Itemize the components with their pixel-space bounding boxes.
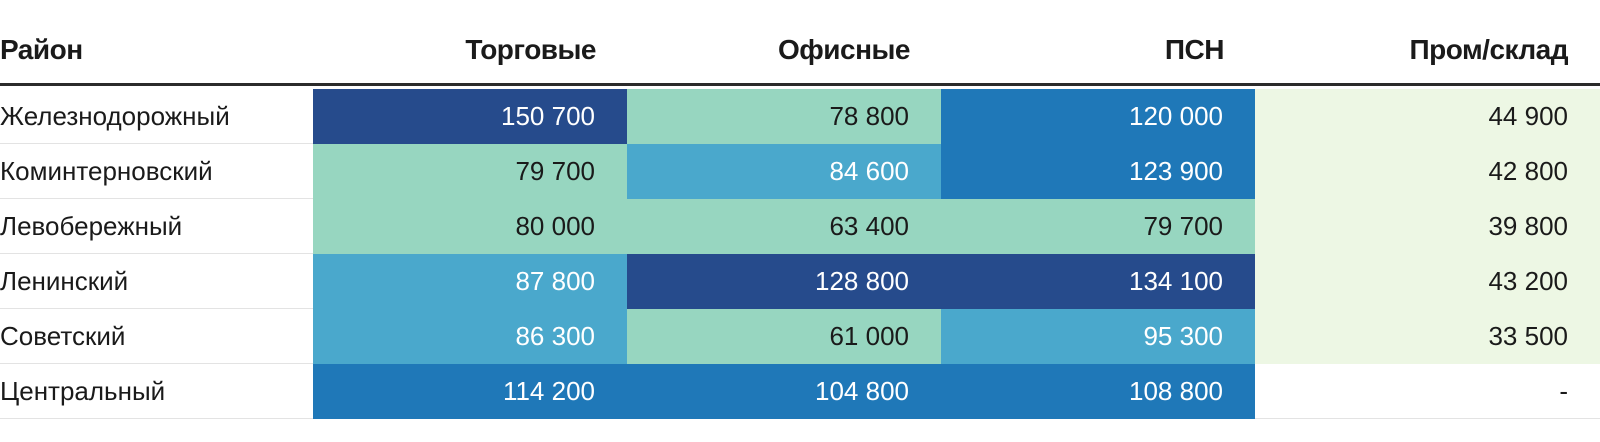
header-district: Район — [0, 34, 83, 65]
cell-retail: 80 000 — [313, 199, 627, 254]
table-row: Советский 86 300 61 000 95 300 33 500 — [0, 309, 1600, 364]
table-row: Центральный 114 200 104 800 108 800 - — [0, 364, 1600, 419]
district-name: Железнодорожный — [0, 101, 230, 131]
cell-retail: 87 800 — [313, 254, 627, 309]
cell-retail: 79 700 — [313, 144, 627, 199]
district-name: Советский — [0, 321, 126, 351]
district-name: Ленинский — [0, 266, 129, 296]
header-retail: Торговые — [465, 34, 596, 65]
cell-warehouse: - — [1559, 376, 1568, 406]
district-name: Левобережный — [0, 211, 183, 241]
cell-psn: 108 800 — [941, 364, 1255, 419]
cell-retail: 150 700 — [313, 89, 627, 144]
cell-psn: 123 900 — [941, 144, 1255, 199]
header-psn: ПСН — [1164, 34, 1225, 65]
table-header: Район Торговые Офисные ПСН Пром/склад — [0, 0, 1600, 86]
cell-warehouse: 39 800 — [1255, 199, 1600, 254]
header-office: Офисные — [778, 34, 910, 65]
table-row: Железнодорожный 150 700 78 800 120 000 44 90… — [0, 89, 1600, 144]
cell-office: 78 800 — [627, 89, 941, 144]
cell-office: 63 400 — [627, 199, 941, 254]
table-row: Левобережный 80 000 63 400 79 700 39 800 — [0, 199, 1600, 254]
cell-psn: 95 300 — [941, 309, 1255, 364]
cell-office: 104 800 — [627, 364, 941, 419]
cell-warehouse: 42 800 — [1255, 144, 1600, 199]
table-row: Коминтерновский 79 700 84 600 123 900 42 800 — [0, 144, 1600, 199]
cell-retail: 114 200 — [313, 364, 627, 419]
cell-warehouse: 33 500 — [1255, 309, 1600, 364]
cell-warehouse: 43 200 — [1255, 254, 1600, 309]
cell-retail: 86 300 — [313, 309, 627, 364]
cell-warehouse: 44 900 — [1255, 89, 1600, 144]
district-name: Коминтерновский — [0, 156, 213, 186]
cell-office: 61 000 — [627, 309, 941, 364]
cell-office: 128 800 — [627, 254, 941, 309]
cell-psn: 134 100 — [941, 254, 1255, 309]
table-row: Ленинский 87 800 128 800 134 100 43 200 — [0, 254, 1600, 309]
cell-psn: 79 700 — [941, 199, 1255, 254]
cell-psn: 120 000 — [941, 89, 1255, 144]
district-name: Центральный — [0, 376, 166, 406]
header-warehouse: Пром/склад — [1409, 34, 1568, 65]
cell-office: 84 600 — [627, 144, 941, 199]
